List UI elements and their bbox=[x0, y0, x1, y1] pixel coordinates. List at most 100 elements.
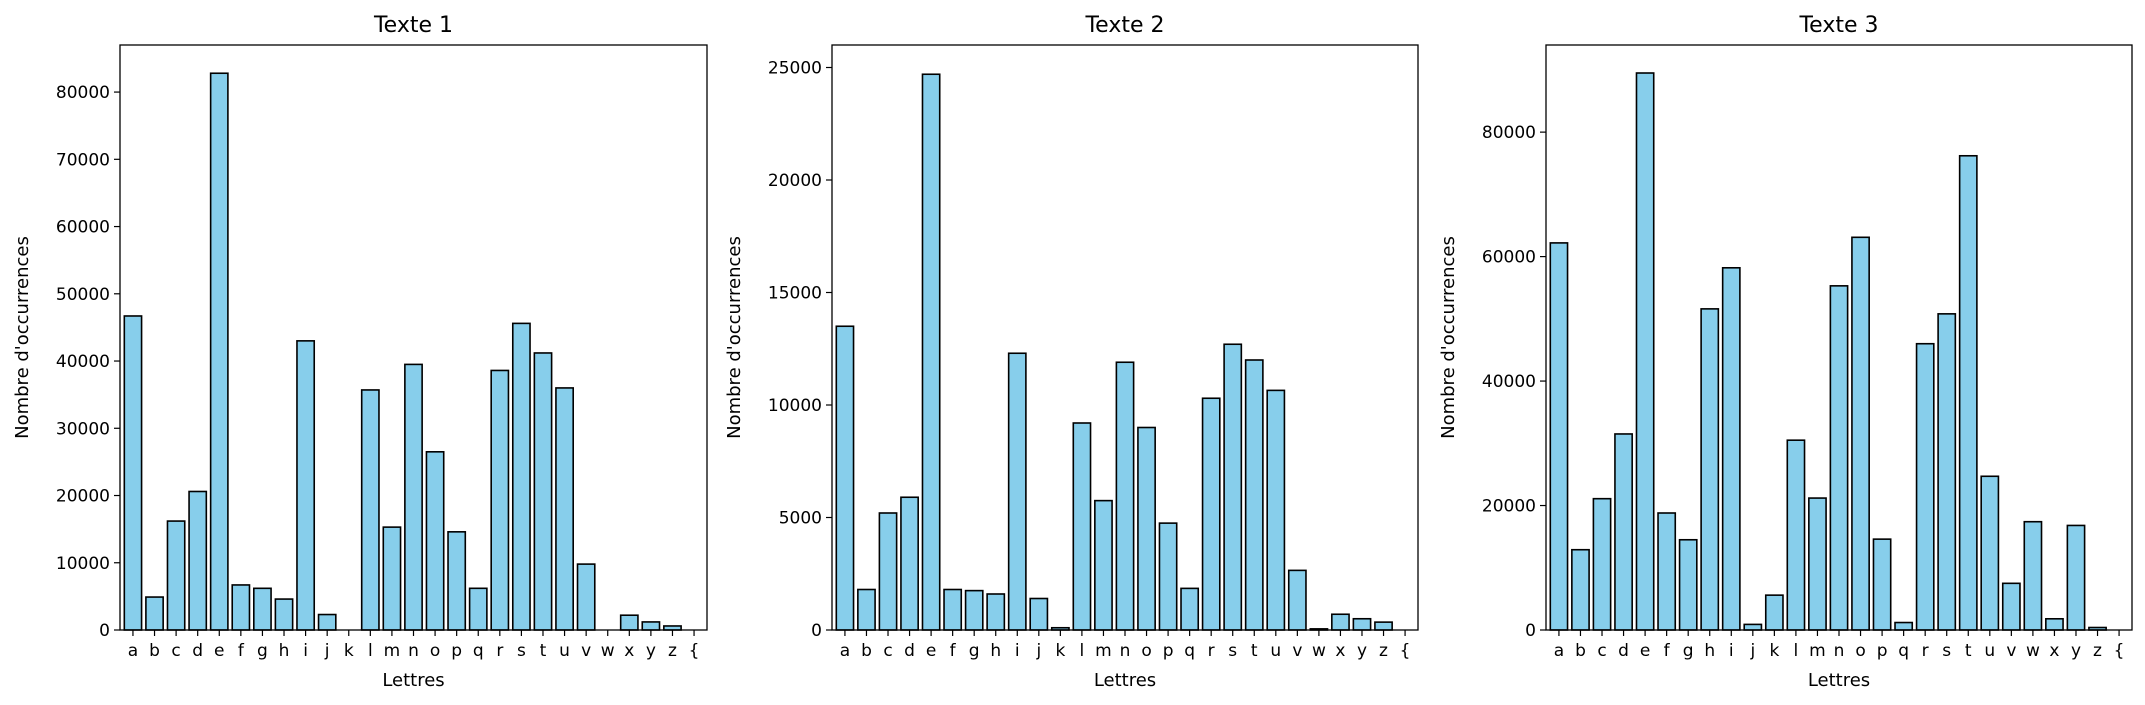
bar-c bbox=[878, 512, 898, 631]
x-tick-label: m bbox=[1809, 641, 1826, 661]
bar-r bbox=[1201, 397, 1221, 631]
bar-o bbox=[1851, 236, 1870, 631]
x-tick-label: q bbox=[473, 641, 484, 661]
bar-u bbox=[555, 387, 574, 631]
x-tick-label: l bbox=[368, 641, 373, 661]
bar-l bbox=[1072, 422, 1092, 631]
bar-v bbox=[1287, 569, 1307, 631]
x-tick-label: g bbox=[1683, 641, 1694, 661]
bar-l bbox=[1786, 439, 1806, 631]
x-axis-label: Lettres bbox=[382, 670, 444, 691]
bar-i bbox=[296, 340, 316, 631]
x-tick-label: i bbox=[303, 641, 308, 661]
bar-w bbox=[2023, 520, 2043, 631]
x-tick-label: r bbox=[1208, 641, 1215, 661]
x-tick-label: u bbox=[1984, 641, 1995, 661]
bar-y bbox=[2066, 524, 2086, 631]
bar-b bbox=[145, 596, 164, 631]
y-tick-label: 40000 bbox=[1482, 372, 1536, 392]
y-tick-label: 0 bbox=[99, 621, 110, 641]
x-tick-label: s bbox=[1942, 641, 1951, 661]
y-tick-label: 5000 bbox=[779, 509, 822, 529]
x-tick-label: j bbox=[1035, 641, 1041, 661]
bar-t bbox=[533, 352, 553, 631]
y-tick-label: 80000 bbox=[1482, 123, 1536, 143]
x-tick-label: o bbox=[1141, 641, 1151, 661]
x-tick-label: a bbox=[128, 641, 138, 661]
x-tick-label: w bbox=[601, 641, 615, 661]
bar-j bbox=[1743, 623, 1763, 631]
x-tick-label: n bbox=[1834, 641, 1845, 661]
bar-f bbox=[231, 584, 251, 631]
x-tick-label: j bbox=[324, 641, 330, 661]
bar-h bbox=[986, 593, 1006, 631]
y-tick-label: 20000 bbox=[1482, 497, 1536, 517]
x-tick-label: x bbox=[2049, 641, 2059, 661]
bar-n bbox=[1115, 361, 1135, 631]
bar-n bbox=[404, 363, 423, 631]
y-tick-label: 30000 bbox=[56, 419, 110, 439]
x-tick-label: t bbox=[1965, 641, 1972, 661]
x-tick-label: w bbox=[2026, 641, 2040, 661]
x-tick-label: j bbox=[1749, 641, 1755, 661]
bar-c bbox=[1592, 497, 1612, 631]
bar-n bbox=[1829, 285, 1849, 631]
bar-f bbox=[943, 588, 963, 631]
x-tick-label: y bbox=[646, 641, 656, 661]
chart-panel-3: a b c d e f g h i j k l m n o p q r s t u v w x y z {0 20000 40000 60… bbox=[1438, 13, 2133, 691]
bar-o bbox=[1137, 426, 1156, 631]
bar-m bbox=[1094, 499, 1113, 631]
x-tick-label: m bbox=[1095, 641, 1112, 661]
bar-v bbox=[576, 563, 596, 631]
bar-e bbox=[209, 72, 229, 631]
x-tick-label: r bbox=[1922, 641, 1929, 661]
x-tick-label: x bbox=[624, 641, 634, 661]
x-tick-label: { bbox=[1400, 641, 1411, 661]
bar-x bbox=[1331, 613, 1350, 631]
y-tick-label: 0 bbox=[811, 621, 822, 641]
y-tick-label: 0 bbox=[1525, 621, 1536, 641]
bar-f bbox=[1657, 512, 1677, 631]
x-tick-label: n bbox=[408, 641, 419, 661]
bar-l bbox=[360, 389, 380, 631]
bar-v bbox=[2001, 582, 2021, 631]
x-axis-label: Lettres bbox=[1094, 670, 1156, 691]
bar-d bbox=[900, 496, 919, 631]
x-tick-label: y bbox=[2071, 641, 2081, 661]
bar-i bbox=[1007, 352, 1027, 631]
bar-a bbox=[835, 325, 855, 631]
x-tick-label: p bbox=[1163, 641, 1174, 661]
bar-r bbox=[1915, 342, 1935, 631]
y-axis-label: Nombre d'occurrences bbox=[724, 236, 745, 439]
y-axis-label: Nombre d'occurrences bbox=[1438, 236, 1459, 439]
x-tick-label: z bbox=[1379, 641, 1388, 661]
chart-title: Texte 3 bbox=[1798, 13, 1878, 38]
bar-t bbox=[1244, 359, 1264, 631]
x-tick-label: h bbox=[1704, 641, 1715, 661]
bar-u bbox=[1266, 389, 1286, 631]
bar-a bbox=[1549, 242, 1569, 631]
bar-s bbox=[1223, 343, 1243, 631]
y-tick-label: 25000 bbox=[768, 59, 822, 79]
bar-j bbox=[317, 613, 337, 631]
x-tick-label: o bbox=[1855, 641, 1865, 661]
x-tick-label: q bbox=[1898, 641, 1909, 661]
bar-d bbox=[1614, 433, 1633, 631]
x-tick-label: m bbox=[384, 641, 401, 661]
x-tick-label: v bbox=[2006, 641, 2016, 661]
chart-title: Texte 1 bbox=[373, 13, 453, 38]
x-tick-label: u bbox=[559, 641, 570, 661]
x-tick-label: b bbox=[149, 641, 160, 661]
bar-t bbox=[1958, 154, 1978, 631]
x-tick-label: y bbox=[1357, 641, 1367, 661]
bar-b bbox=[1571, 548, 1590, 631]
x-tick-label: u bbox=[1270, 641, 1281, 661]
bar-g bbox=[253, 587, 272, 631]
bar-g bbox=[964, 589, 984, 631]
bar-x bbox=[619, 614, 639, 631]
bar-y bbox=[1352, 617, 1372, 631]
x-tick-label: r bbox=[496, 641, 503, 661]
chart-panel-1: a b c d e f g h i j k l m n o p q r s t u v w x y z {0 10000 20000 30… bbox=[12, 13, 708, 691]
x-tick-label: { bbox=[689, 641, 700, 661]
x-tick-label: z bbox=[2093, 641, 2102, 661]
